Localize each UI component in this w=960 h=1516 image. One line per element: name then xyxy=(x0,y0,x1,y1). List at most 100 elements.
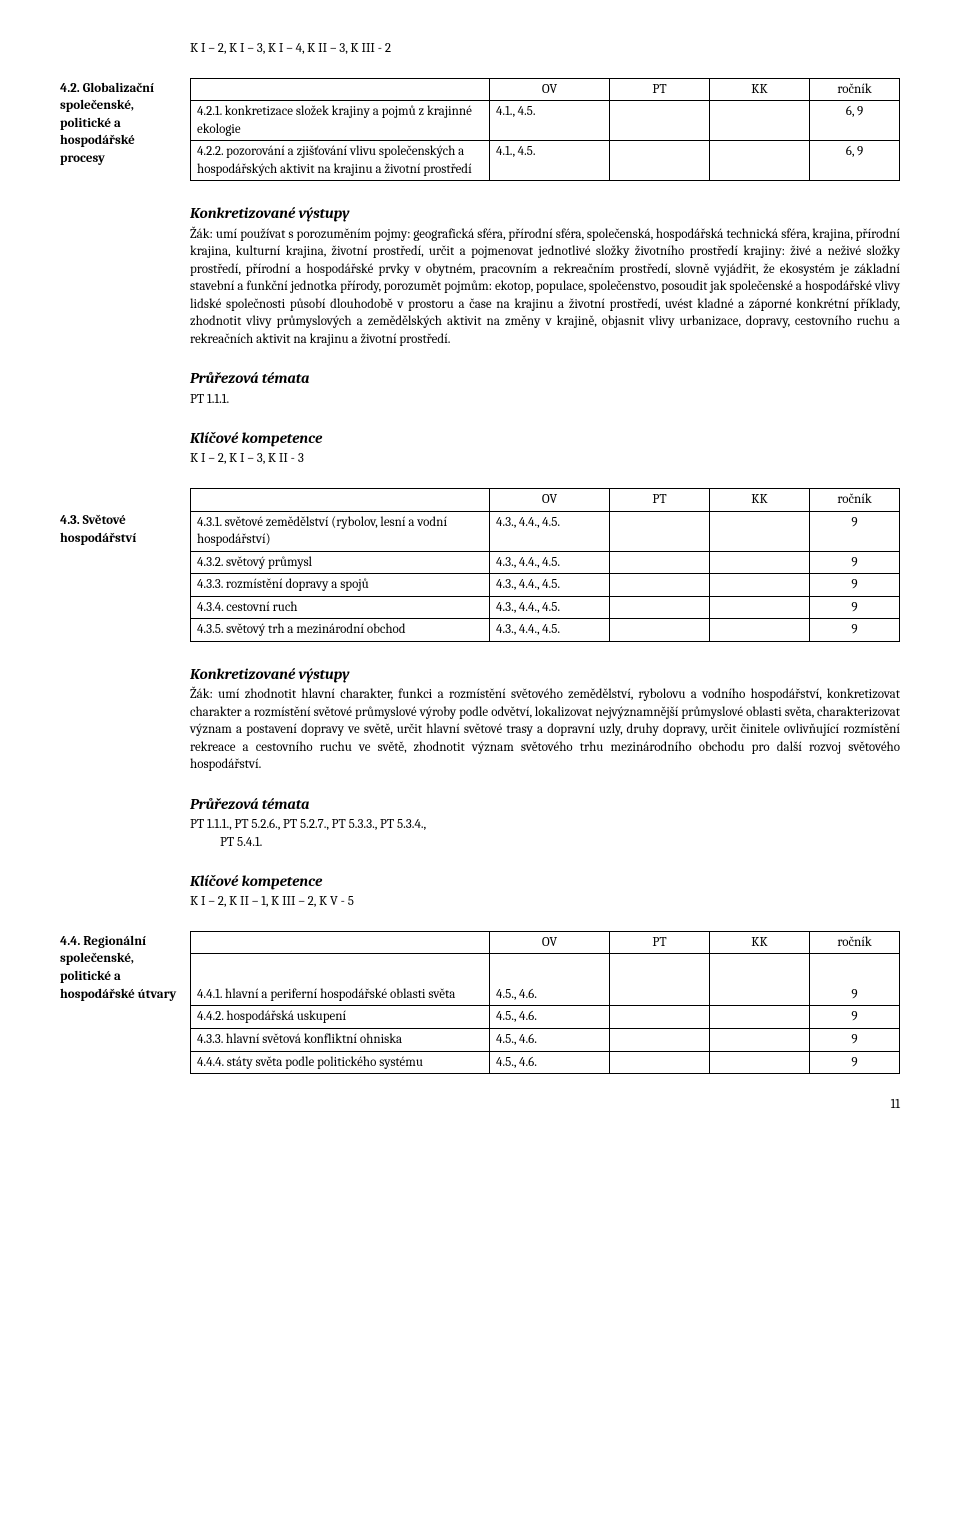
section-44: 4.4. Regionální společenské, politické a… xyxy=(60,931,900,1074)
col-text xyxy=(191,78,490,101)
cell-ov: 4.5., 4.6. xyxy=(490,1006,610,1029)
cell-text: 4.3.2. světový průmysl xyxy=(191,551,490,574)
table-row: 4.3.3. rozmístění dopravy a spojů 4.3., … xyxy=(191,574,900,597)
col-ov-header: OV xyxy=(490,78,610,101)
table-42: OV PT KK ročník 4.2.1. konkretizace slož… xyxy=(190,78,900,182)
table-row: 4.3.3. hlavní světová konfliktní ohniska… xyxy=(191,1029,900,1052)
cell-roc: 9 xyxy=(810,954,900,1006)
klicove-kompetence-1: Klíčové kompetence K I – 2, K I – 3, K I… xyxy=(190,428,900,468)
cell-ov: 4.1., 4.5. xyxy=(490,141,610,181)
col-pt-header: PT xyxy=(610,931,710,954)
cell-kk xyxy=(710,1029,810,1052)
cell-pt xyxy=(610,954,710,1006)
cell-kk xyxy=(710,1006,810,1029)
prur2-body2: PT 5.4.1. xyxy=(220,834,900,852)
cell-kk xyxy=(710,619,810,642)
cell-ov: 4.3., 4.4., 4.5. xyxy=(490,574,610,597)
cell-text: 4.4.1. hlavní a periferní hospodářské ob… xyxy=(191,954,490,1006)
cell-ov: 4.5., 4.6. xyxy=(490,1029,610,1052)
konkretizovane-vystupy-1: Konkretizované výstupy Žák: umí používat… xyxy=(190,203,900,348)
cell-pt xyxy=(610,1006,710,1029)
cell-ov: 4.5., 4.6. xyxy=(490,954,610,1006)
klic1-body: K I – 2, K I – 3, K II - 3 xyxy=(190,450,900,468)
cell-roc: 9 xyxy=(810,1029,900,1052)
cell-kk xyxy=(710,101,810,141)
table-43: OV PT KK ročník 4.3.1. světové zemědělst… xyxy=(190,488,900,642)
table-44: OV PT KK ročník 4.4.1. hlavní a perifern… xyxy=(190,931,900,1074)
klicove-kompetence-2: Klíčové kompetence K I – 2, K II – 1, K … xyxy=(190,871,900,911)
konk2-body: Žák: umí zhodnotit hlavní charakter, fun… xyxy=(190,686,900,774)
cell-ov: 4.5., 4.6. xyxy=(490,1051,610,1074)
prur1-body: PT 1.1.1. xyxy=(190,391,900,409)
cell-ov: 4.1., 4.5. xyxy=(490,101,610,141)
cell-roc: 9 xyxy=(810,1051,900,1074)
cell-pt xyxy=(610,141,710,181)
col-kk-header: KK xyxy=(710,488,810,511)
cell-roc: 9 xyxy=(810,574,900,597)
table-row: 4.3.1. světové zemědělství (rybolov, les… xyxy=(191,511,900,551)
table-row: 4.3.2. světový průmysl 4.3., 4.4., 4.5. … xyxy=(191,551,900,574)
cell-ov: 4.3., 4.4., 4.5. xyxy=(490,551,610,574)
col-roc-header: ročník xyxy=(810,931,900,954)
konk1-body: Žák: umí používat s porozuměním pojmy: g… xyxy=(190,226,900,349)
cell-text: 4.3.5. světový trh a mezinárodní obchod xyxy=(191,619,490,642)
konk2-title: Konkretizované výstupy xyxy=(190,664,900,684)
section-42-label: 4.2. Globalizační společenské, politické… xyxy=(60,78,190,168)
section-43-label: 4.3. Světové hospodářství xyxy=(60,488,190,547)
cell-pt xyxy=(610,619,710,642)
cell-pt xyxy=(610,596,710,619)
prurezova-temata-1: Průřezová témata PT 1.1.1. xyxy=(190,368,900,408)
section-44-label: 4.4. Regionální společenské, politické a… xyxy=(60,931,190,1003)
table-row: 4.2.2. pozorování a zjišťování vlivu spo… xyxy=(191,141,900,181)
cell-roc: 9 xyxy=(810,551,900,574)
cell-kk xyxy=(710,954,810,1006)
cell-text: 4.4.2. hospodářská uskupení xyxy=(191,1006,490,1029)
cell-pt xyxy=(610,574,710,597)
cell-text: 4.2.1. konkretizace složek krajiny a poj… xyxy=(191,101,490,141)
cell-text: 4.3.1. světové zemědělství (rybolov, les… xyxy=(191,511,490,551)
cell-text: 4.3.3. rozmístění dopravy a spojů xyxy=(191,574,490,597)
table-row: 4.3.5. světový trh a mezinárodní obchod … xyxy=(191,619,900,642)
col-ov-header: OV xyxy=(490,488,610,511)
cell-kk xyxy=(710,511,810,551)
cell-ov: 4.3., 4.4., 4.5. xyxy=(490,596,610,619)
cell-roc: 9 xyxy=(810,619,900,642)
cell-kk xyxy=(710,141,810,181)
cell-text: 4.3.3. hlavní světová konfliktní ohniska xyxy=(191,1029,490,1052)
cell-text: 4.2.2. pozorování a zjišťování vlivu spo… xyxy=(191,141,490,181)
cell-ov: 4.3., 4.4., 4.5. xyxy=(490,619,610,642)
k-line-top: K I – 2, K I – 3, K I – 4, K II – 3, K I… xyxy=(190,40,900,58)
cell-pt xyxy=(610,101,710,141)
col-roc-header: ročník xyxy=(810,78,900,101)
cell-pt xyxy=(610,551,710,574)
table-row: 4.3.4. cestovní ruch 4.3., 4.4., 4.5. 9 xyxy=(191,596,900,619)
col-kk-header: KK xyxy=(710,78,810,101)
col-kk-header: KK xyxy=(710,931,810,954)
cell-text: 4.3.4. cestovní ruch xyxy=(191,596,490,619)
konk1-title: Konkretizované výstupy xyxy=(190,203,900,223)
table-header-row: OV PT KK ročník xyxy=(191,488,900,511)
prur2-body1: PT 1.1.1., PT 5.2.6., PT 5.2.7., PT 5.3.… xyxy=(190,816,900,834)
konkretizovane-vystupy-2: Konkretizované výstupy Žák: umí zhodnoti… xyxy=(190,664,900,774)
cell-pt xyxy=(610,511,710,551)
table-row: 4.2.1. konkretizace složek krajiny a poj… xyxy=(191,101,900,141)
cell-roc: 6, 9 xyxy=(810,141,900,181)
table-row: 4.4.2. hospodářská uskupení 4.5., 4.6. 9 xyxy=(191,1006,900,1029)
cell-roc: 6, 9 xyxy=(810,101,900,141)
col-pt-header: PT xyxy=(610,78,710,101)
klic2-body: K I – 2, K II – 1, K III – 2, K V - 5 xyxy=(190,893,900,911)
cell-kk xyxy=(710,551,810,574)
page-number: 11 xyxy=(60,1096,900,1114)
col-ov-header: OV xyxy=(490,931,610,954)
cell-pt xyxy=(610,1029,710,1052)
cell-ov: 4.3., 4.4., 4.5. xyxy=(490,511,610,551)
klic1-title: Klíčové kompetence xyxy=(190,428,900,448)
cell-roc: 9 xyxy=(810,596,900,619)
col-pt-header: PT xyxy=(610,488,710,511)
col-text xyxy=(191,931,490,954)
cell-text: 4.4.4. státy světa podle politického sys… xyxy=(191,1051,490,1074)
prurezova-temata-2: Průřezová témata PT 1.1.1., PT 5.2.6., P… xyxy=(190,794,900,851)
table-row: 4.4.1. hlavní a periferní hospodářské ob… xyxy=(191,954,900,1006)
klic2-title: Klíčové kompetence xyxy=(190,871,900,891)
cell-pt xyxy=(610,1051,710,1074)
